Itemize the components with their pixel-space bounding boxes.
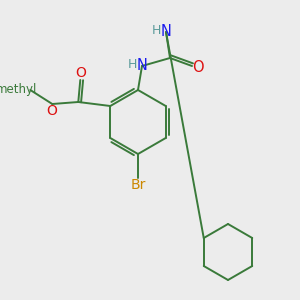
Text: O: O xyxy=(46,104,57,118)
Text: N: N xyxy=(160,23,171,38)
Text: O: O xyxy=(192,59,204,74)
Text: Br: Br xyxy=(130,178,146,192)
Text: H: H xyxy=(151,25,161,38)
Text: H: H xyxy=(127,58,137,71)
Text: methyl: methyl xyxy=(0,82,37,95)
Text: O: O xyxy=(75,66,86,80)
Text: N: N xyxy=(136,58,147,73)
